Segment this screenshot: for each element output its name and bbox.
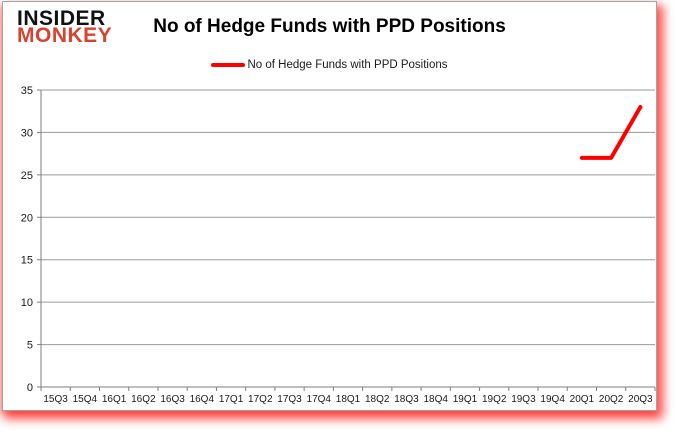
y-tick-label: 15 [21, 255, 33, 267]
y-tick-label: 20 [21, 212, 33, 224]
insider-monkey-logo: INSIDER MONKEY [17, 7, 113, 47]
x-tick-label: 16Q1 [102, 394, 127, 405]
x-tick-label: 15Q4 [73, 394, 98, 405]
x-tick-label: 17Q2 [248, 394, 273, 405]
y-tick-label: 35 [21, 85, 33, 97]
x-tick-label: 18Q4 [423, 394, 448, 405]
x-tick-label: 17Q1 [219, 394, 244, 405]
logo-line-monkey: MONKEY [17, 24, 113, 47]
x-tick-label: 18Q3 [394, 394, 419, 405]
y-tick-label: 25 [21, 170, 33, 182]
series-line [579, 104, 643, 160]
logo-line-insider: INSIDER [17, 7, 106, 30]
y-tick-label: 10 [21, 297, 33, 309]
x-tick-label: 20Q1 [570, 394, 595, 405]
x-tick-label: 18Q2 [365, 394, 390, 405]
x-tick-label: 20Q3 [628, 394, 653, 405]
y-tick-label: 0 [27, 382, 33, 394]
legend: No of Hedge Funds with PPD Positions [3, 59, 656, 71]
chart-title: No of Hedge Funds with PPD Positions [153, 16, 506, 37]
y-tick-label: 30 [21, 127, 33, 139]
x-tick-label: 19Q2 [482, 394, 507, 405]
x-tick-label: 19Q3 [511, 394, 536, 405]
x-tick-label: 19Q1 [453, 394, 478, 405]
x-tick-label: 16Q4 [190, 394, 215, 405]
x-tick-label: 17Q4 [307, 394, 332, 405]
x-tick-label: 16Q3 [160, 394, 185, 405]
y-tick-label: 5 [27, 340, 33, 352]
legend-line-sample-icon [211, 63, 246, 67]
legend-label: No of Hedge Funds with PPD Positions [247, 59, 448, 71]
x-tick-label: 19Q4 [540, 394, 565, 405]
x-tick-label: 18Q1 [336, 394, 361, 405]
x-tick-label: 20Q2 [599, 394, 624, 405]
x-tick-label: 17Q3 [277, 394, 302, 405]
x-tick-label: 16Q2 [131, 394, 156, 405]
x-tick-label: 15Q3 [43, 394, 68, 405]
line-chart-plot: 0 5 10 15 20 25 30 35 15Q3 15Q4 16Q1 16Q2 16Q3 16Q4 17… [21, 85, 656, 405]
chart-frame: INSIDER MONKEY No of Hedge Funds with PP… [2, 1, 657, 411]
